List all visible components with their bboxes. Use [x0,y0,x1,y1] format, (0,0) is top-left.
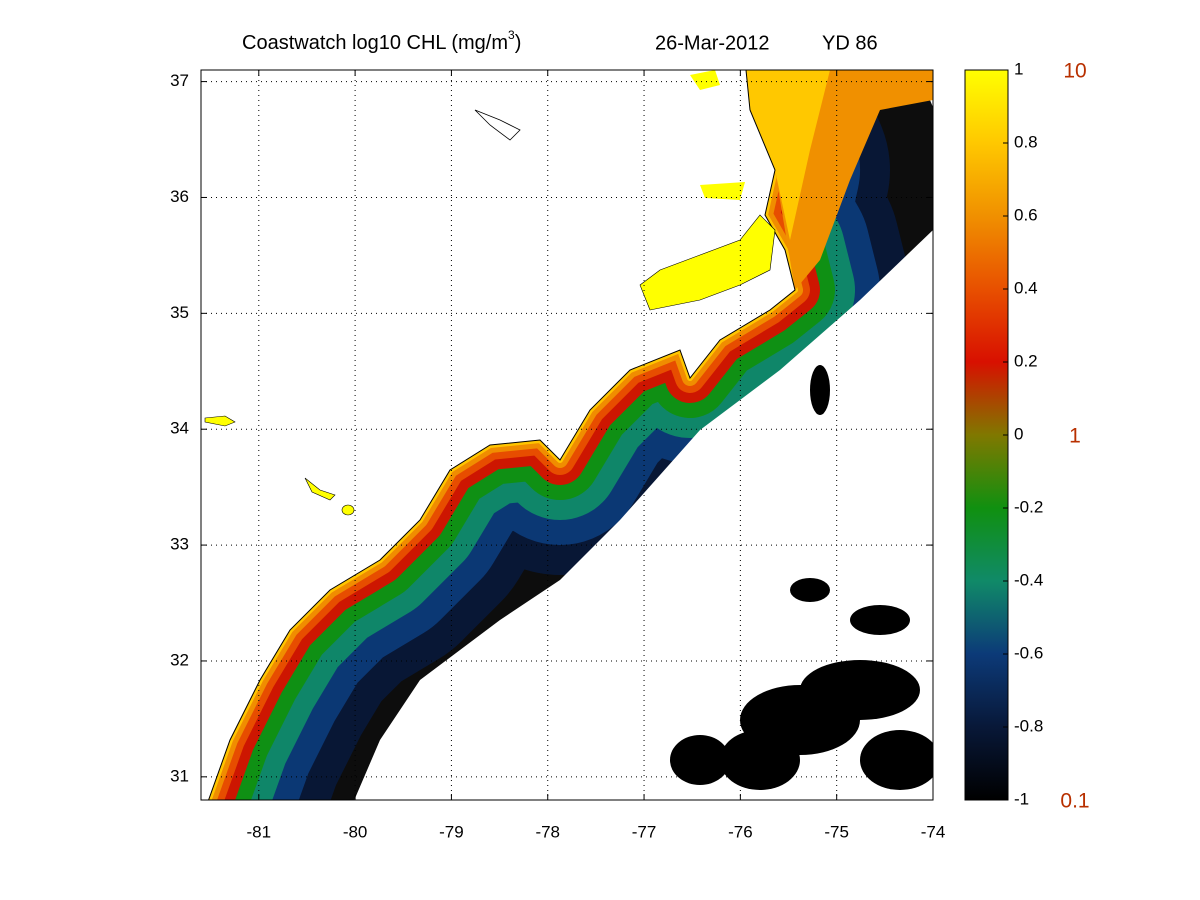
chl-band [745,70,830,240]
colorbar-log-label: 1 [1069,425,1081,448]
x-tick-label: -74 [921,822,946,841]
sound [700,182,745,200]
colorbar-tick-label: 0.6 [1014,205,1038,224]
cloud-gap [720,730,800,790]
y-tick-label: 34 [170,419,189,438]
y-tick-label: 35 [170,303,189,322]
colorbar-tick-label: -0.8 [1014,716,1043,735]
x-tick-label: -75 [824,822,849,841]
cloud-gap [800,660,920,720]
x-tick-label: -81 [247,822,272,841]
x-tick-label: -77 [632,822,657,841]
sound [690,70,720,90]
colorbar-tick-label: -0.4 [1014,570,1043,589]
colorbar-log-label: 10 [1063,60,1086,83]
axes: -81 -80 -79 -78 -77 -76 -75 -74 31 32 33 34 35 36 37 -1… [170,59,1090,841]
yearday: YD 86 [822,32,878,54]
colorbar-tick-label: -0.6 [1014,643,1043,662]
x-tick-label: -76 [728,822,753,841]
cloud-gap [790,578,830,602]
x-tick-label: -79 [439,822,464,841]
y-tick-label: 36 [170,187,189,206]
title: Coastwatch log10 CHL (mg/m3) [242,28,521,54]
colorbar-tick-label: -0.2 [1014,497,1043,516]
y-tick-label: 37 [170,71,189,90]
lake [474,109,521,141]
date: 26-Mar-2012 [655,32,770,54]
colorbar [964,69,1009,801]
lake [341,504,355,516]
cloud-gap [850,605,910,635]
y-tick-label: 32 [170,650,189,669]
colorbar-tick-label: 0.8 [1014,132,1038,151]
x-tick-label: -80 [343,822,368,841]
cloud-gap [810,365,830,415]
colorbar-log-label: 0.1 [1060,790,1089,813]
y-tick-label: 31 [170,766,189,785]
cloud-gap [670,735,730,785]
y-tick-label: 33 [170,535,189,554]
colorbar-tick-label: -1 [1014,789,1029,808]
lake [304,477,336,501]
colorbar-tick-label: 0.4 [1014,278,1038,297]
land [201,70,796,800]
sound [639,214,776,311]
lake [204,415,236,427]
colorbar-tick-label: 0 [1014,424,1023,443]
colorbar-tick-label: 0.2 [1014,351,1038,370]
map-image [201,70,933,800]
x-tick-label: -78 [535,822,560,841]
cloud-gap [860,730,933,790]
colorbar-tick-label: 1 [1014,59,1023,78]
